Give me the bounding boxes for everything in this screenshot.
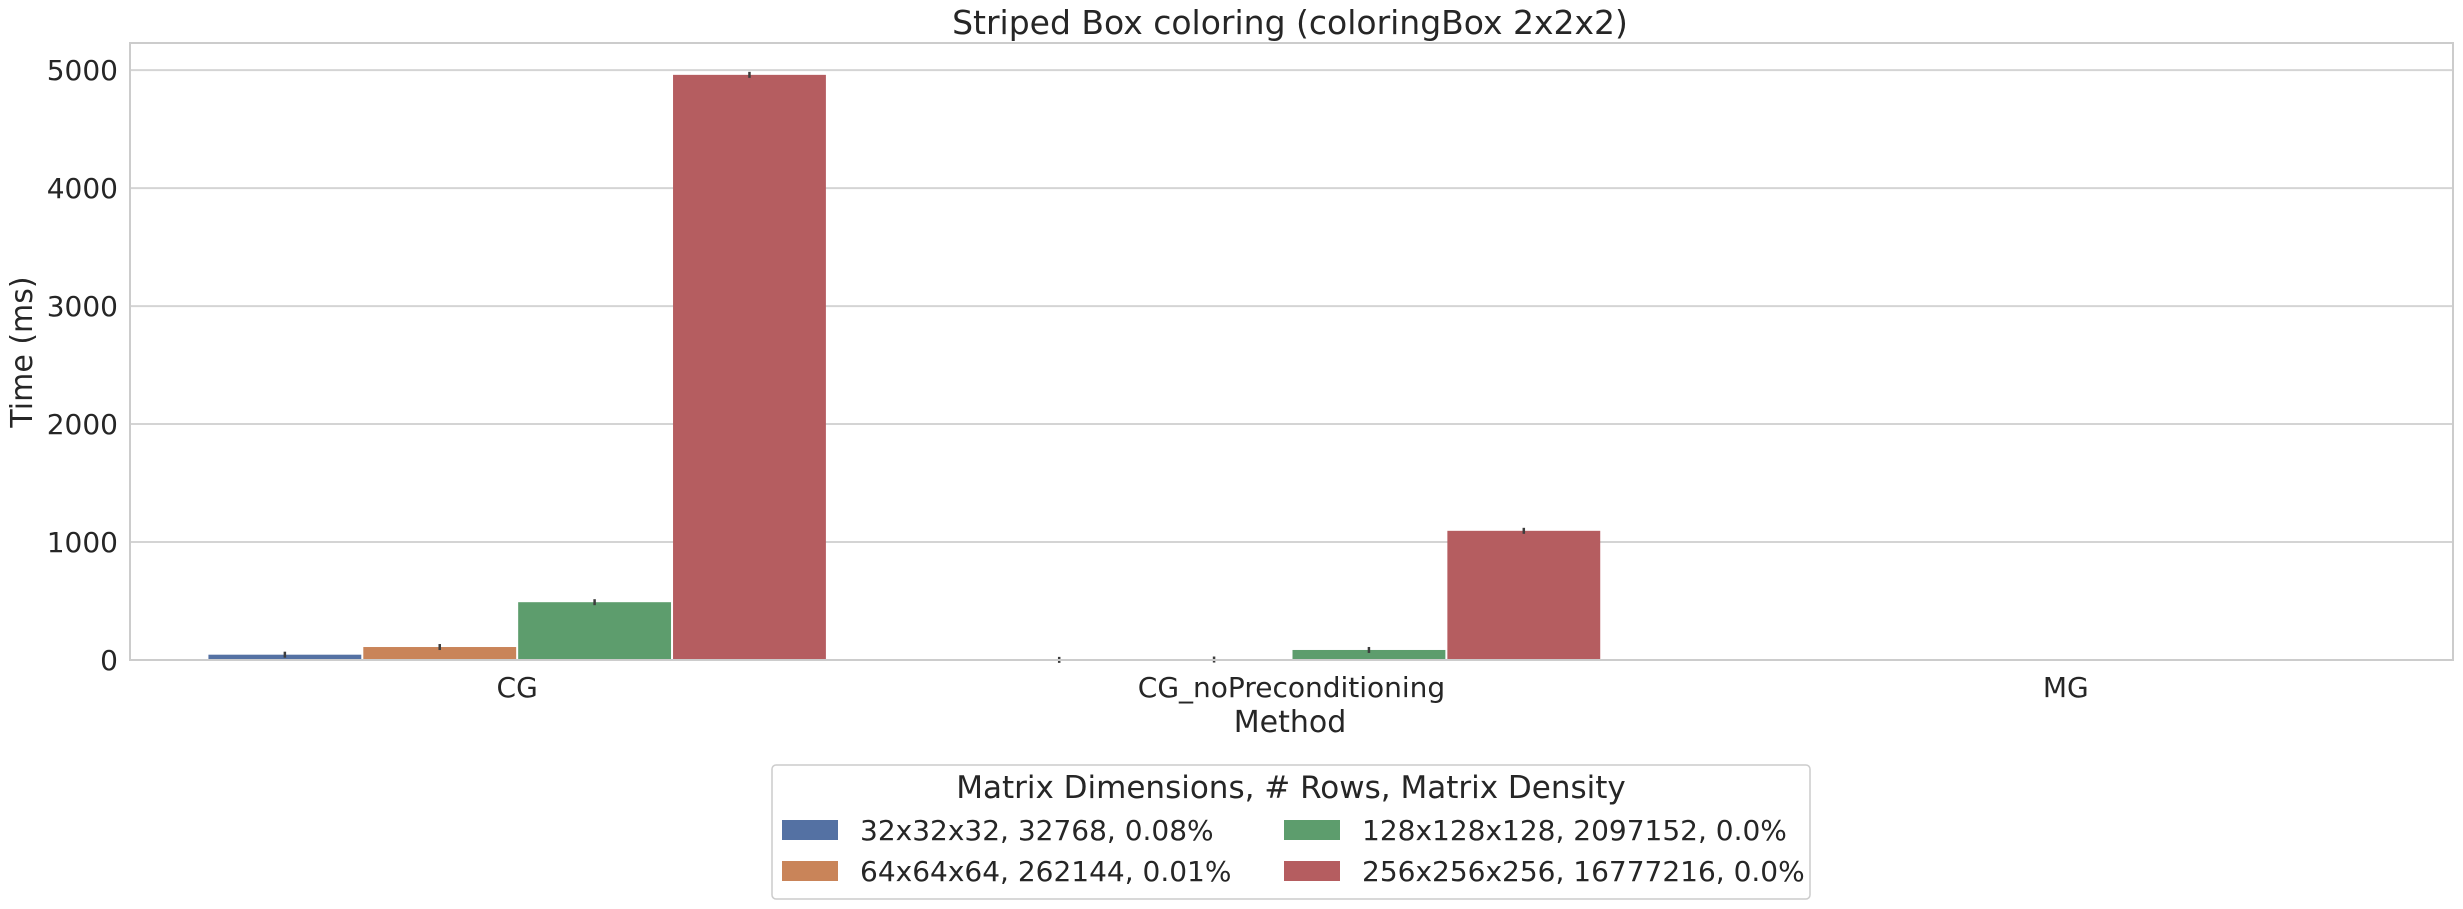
y-tick-label: 3000 <box>47 290 118 323</box>
legend-swatch <box>1284 820 1340 840</box>
legend-title: Matrix Dimensions, # Rows, Matrix Densit… <box>956 770 1626 806</box>
legend-swatch <box>782 820 838 840</box>
x-tick-labels: CG CG_noPreconditioning MG <box>497 671 2089 704</box>
x-axis-label: Method <box>1234 705 1347 740</box>
bar <box>363 647 517 660</box>
bar <box>673 74 826 660</box>
legend-swatch <box>1284 861 1340 881</box>
legend-swatch <box>782 861 838 881</box>
legend-entry: 32x32x32, 32768, 0.08% <box>860 814 1214 847</box>
x-tick-label: CG <box>497 671 538 704</box>
bar <box>518 602 672 660</box>
bar <box>1292 649 1446 660</box>
chart-title: Striped Box coloring (coloringBox 2x2x2) <box>952 3 1628 42</box>
y-tick-label: 1000 <box>47 526 118 559</box>
legend-entry: 256x256x256, 16777216, 0.0% <box>1362 855 1805 888</box>
y-axis-label: Time (ms) <box>5 276 40 428</box>
y-tick-label: 2000 <box>47 408 118 441</box>
bars <box>208 71 1601 663</box>
legend-entry: 64x64x64, 262144, 0.01% <box>860 855 1231 888</box>
y-tick-labels: 0 1000 2000 3000 4000 5000 <box>47 54 118 677</box>
legend-entry: 128x128x128, 2097152, 0.0% <box>1362 814 1787 847</box>
legend: Matrix Dimensions, # Rows, Matrix Densit… <box>771 764 1811 900</box>
bar <box>1447 530 1601 660</box>
x-tick-label: MG <box>2043 671 2089 704</box>
x-tick-label: CG_noPreconditioning <box>1138 671 1445 704</box>
grid-lines <box>130 69 2453 661</box>
y-tick-label: 0 <box>100 644 118 677</box>
y-tick-label: 5000 <box>47 54 118 87</box>
y-tick-label: 4000 <box>47 172 118 205</box>
plot-frame <box>129 42 2454 661</box>
